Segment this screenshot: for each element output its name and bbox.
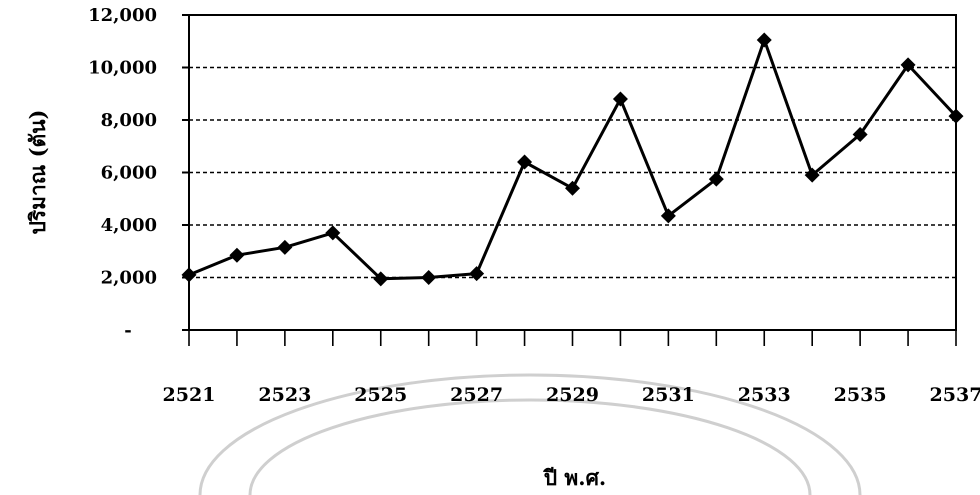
x-tick-label: 2523 [258, 384, 311, 406]
data-point-marker [565, 180, 580, 196]
x-tick-label: 2529 [546, 384, 599, 406]
background-watermark [198, 373, 862, 495]
data-point-marker [708, 171, 724, 187]
gridlines [189, 66, 956, 279]
data-point-marker [612, 91, 628, 107]
x-tick-label: 2535 [834, 384, 887, 406]
x-axis-title: ปี พ.ศ. [542, 465, 606, 490]
data-point-marker [373, 271, 389, 287]
x-tick-label: 2533 [738, 384, 791, 406]
y-tick-label: 8,000 [101, 110, 157, 131]
data-point-marker [804, 167, 820, 183]
x-tick-label: 2531 [642, 384, 695, 406]
data-point-marker [469, 266, 485, 282]
data-point-marker [660, 208, 676, 224]
x-tick-label: 2525 [354, 384, 407, 406]
data-point-marker [277, 239, 293, 255]
data-point-marker [517, 154, 533, 170]
data-point-marker [756, 32, 772, 48]
y-axis-ticks: - 2,000 4,000 6,000 8,000 10,000 12,000 [88, 5, 189, 341]
y-tick-label: 6,000 [101, 163, 157, 184]
series [181, 32, 964, 287]
y-axis-title: ปริมาณ (ตัน) [25, 110, 50, 235]
y-tick-label: 2,000 [101, 268, 157, 289]
x-tick-label: 2527 [450, 384, 503, 406]
series-line [188, 38, 958, 281]
data-point-marker [181, 267, 197, 283]
data-point-marker [900, 57, 916, 73]
y-tick-label: 10,000 [88, 58, 157, 79]
x-tick-label: 2521 [163, 384, 216, 406]
data-point-marker [421, 270, 437, 285]
data-point-marker [948, 108, 964, 124]
x-tick-label: 2537 [930, 384, 980, 406]
data-point-marker [852, 126, 868, 142]
x-axis-ticks: 2521 2523 2525 2527 2529 2531 2533 2535 2537 [163, 330, 980, 406]
y-tick-label: - [124, 320, 131, 341]
data-point-marker [325, 225, 341, 241]
y-tick-label: 12,000 [88, 5, 157, 26]
data-point-marker [229, 247, 245, 263]
y-tick-label: 4,000 [101, 215, 157, 236]
